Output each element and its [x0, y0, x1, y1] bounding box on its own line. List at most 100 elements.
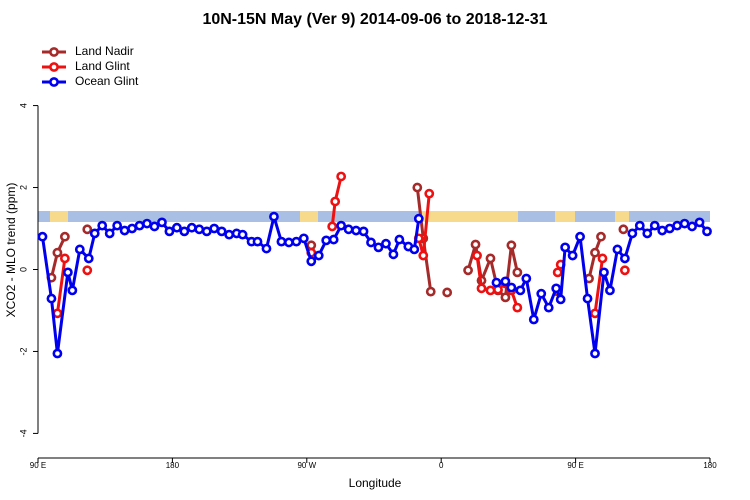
data-point	[157, 217, 167, 228]
data-point	[171, 222, 182, 233]
data-point	[590, 247, 600, 258]
data-point	[62, 267, 73, 278]
data-point	[142, 218, 152, 229]
data-point	[485, 253, 496, 264]
data-point	[336, 171, 347, 182]
land-band	[555, 211, 575, 222]
data-point	[605, 285, 615, 296]
data-point	[649, 220, 660, 231]
data-point	[330, 196, 341, 207]
data-point	[209, 223, 220, 234]
x-axis-label: Longitude	[349, 476, 402, 490]
data-point	[642, 228, 653, 239]
data-point	[627, 228, 638, 239]
data-point	[551, 283, 562, 294]
y-axis-label: XCO2 - MLO trend (ppm)	[4, 183, 18, 318]
x-tick-label: 90 E	[567, 461, 583, 470]
data-point	[89, 228, 100, 239]
data-point	[381, 238, 391, 249]
data-point	[394, 234, 405, 245]
data-point	[657, 225, 668, 236]
data-point	[83, 253, 94, 264]
y-tick-label: -2	[18, 347, 28, 355]
data-point	[52, 308, 63, 319]
data-point	[82, 265, 93, 276]
data-point	[512, 267, 523, 278]
data-point	[528, 314, 539, 325]
data-point	[560, 242, 571, 253]
data-point	[599, 267, 609, 278]
data-point	[543, 302, 554, 313]
data-point	[351, 225, 361, 236]
x-tick-label: 0	[439, 461, 444, 470]
data-point	[74, 244, 85, 255]
x-tick-label: 180	[703, 461, 717, 470]
y-tick-label: -4	[18, 429, 28, 437]
land-ocean-band	[38, 211, 710, 222]
data-point	[506, 282, 517, 293]
data-point	[425, 286, 436, 297]
data-point	[687, 221, 697, 232]
data-point	[298, 233, 309, 244]
data-point	[476, 283, 487, 294]
data-point	[291, 236, 302, 247]
ocean-band	[38, 211, 710, 222]
data-point	[321, 235, 332, 246]
data-point	[418, 250, 429, 261]
data-point	[336, 220, 347, 231]
data-point	[618, 224, 629, 235]
data-point	[470, 239, 481, 250]
data-point	[485, 285, 496, 296]
data-point	[327, 221, 338, 232]
legend-label: Land Nadir	[75, 44, 134, 58]
data-point	[224, 229, 235, 240]
data-point	[472, 250, 482, 261]
data-point	[358, 226, 369, 237]
data-point	[373, 242, 384, 253]
data-point	[313, 250, 324, 261]
data-point	[597, 253, 608, 264]
data-point	[694, 217, 705, 228]
data-point	[59, 253, 70, 264]
data-point	[194, 224, 205, 235]
data-point	[276, 236, 287, 247]
data-point	[679, 218, 690, 229]
chart-title: 10N-15N May (Ver 9) 2014-09-06 to 2018-1…	[202, 11, 547, 28]
data-point	[149, 221, 160, 232]
data-point	[186, 222, 197, 233]
data-point	[112, 220, 123, 231]
data-point	[82, 224, 93, 235]
data-point	[500, 292, 511, 303]
y-tick-label: 4	[18, 103, 28, 108]
x-tick-label: 90 E	[30, 461, 46, 470]
data-point	[612, 244, 623, 255]
data-point	[67, 285, 78, 296]
data-point	[512, 302, 523, 313]
data-point	[46, 293, 57, 304]
data-point	[463, 265, 473, 276]
data-point	[59, 231, 70, 242]
data-point	[328, 234, 339, 245]
data-point	[491, 277, 502, 288]
data-point	[52, 247, 63, 258]
land-band	[615, 211, 629, 222]
data-point	[412, 182, 423, 193]
y-tick-label: 2	[18, 185, 28, 190]
data-point	[119, 225, 130, 236]
data-point	[237, 229, 248, 240]
data-point	[521, 273, 532, 284]
y-tick-label: 0	[18, 267, 28, 272]
data-point	[442, 287, 453, 298]
data-point	[424, 188, 435, 199]
data-point	[52, 348, 63, 359]
data-point	[596, 231, 606, 242]
data-point	[619, 265, 630, 276]
data-point	[366, 237, 376, 248]
data-point	[388, 249, 399, 260]
data-point	[672, 220, 683, 231]
data-point	[575, 231, 585, 242]
data-point	[127, 223, 137, 234]
data-point	[555, 294, 566, 305]
data-point	[567, 250, 578, 261]
data-point	[582, 293, 593, 304]
